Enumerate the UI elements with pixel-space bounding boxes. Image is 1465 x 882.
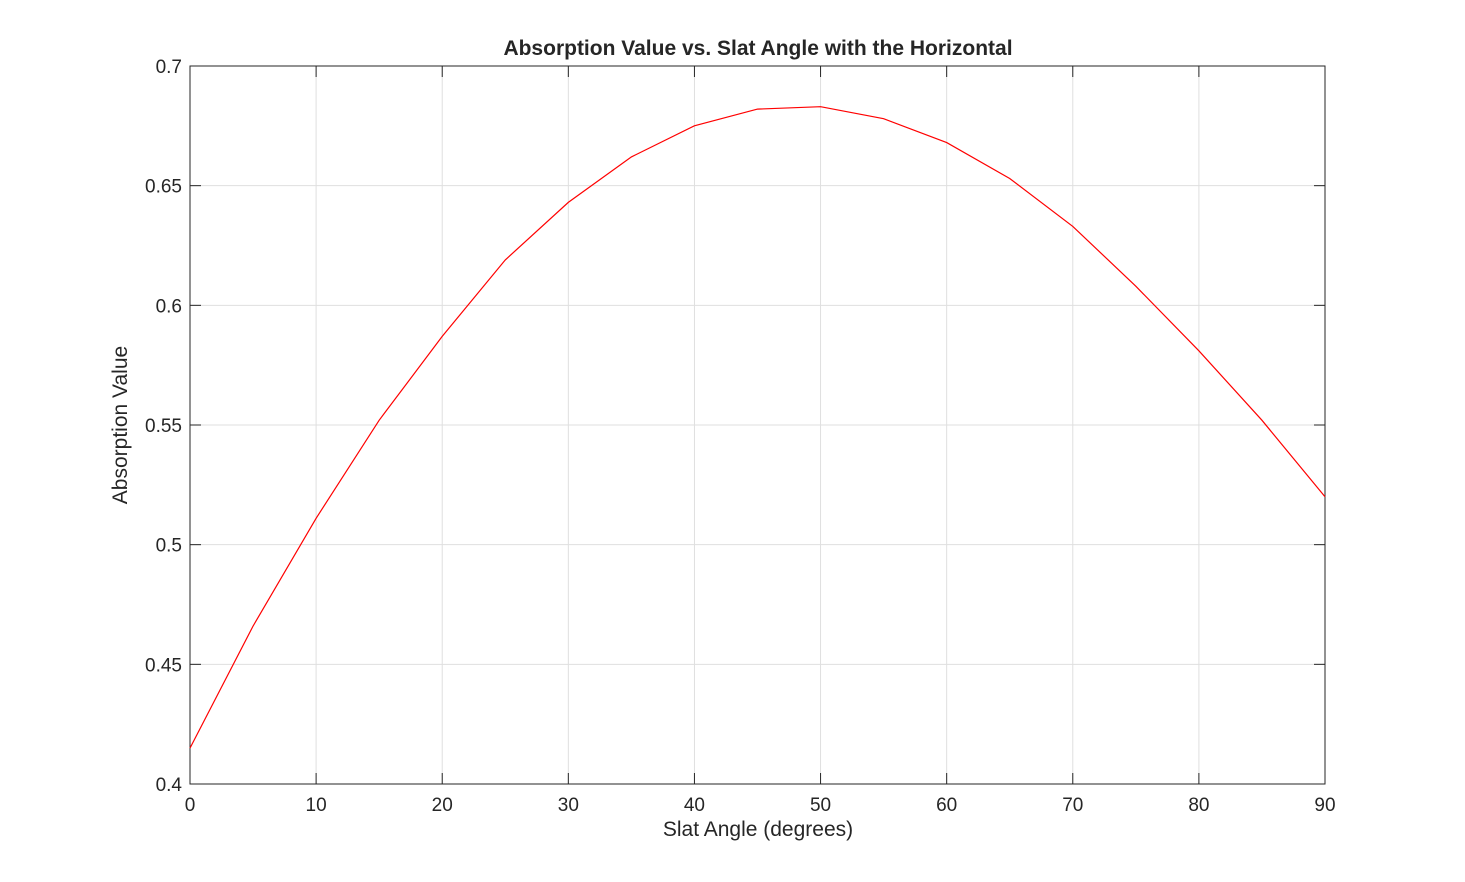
x-tick-label: 0 [185, 795, 196, 816]
x-tick-label: 60 [936, 795, 957, 816]
tick-labels: 0 10 20 30 40 50 60 70 80 90 0.4 0.45 0.5 0.55 0.6 0.65… [145, 57, 1336, 816]
grid-lines [189, 65, 1326, 785]
x-tick-label: 80 [1188, 795, 1209, 816]
x-axis-label: Slat Angle (degrees) [662, 818, 854, 841]
absorption-line [189, 106, 1326, 749]
y-tick-label: 0.65 [145, 177, 182, 198]
y-tick-label: 0.45 [145, 655, 182, 676]
chart-title: Absorption Value vs. Slat Angle with the… [503, 37, 1013, 60]
x-tick-label: 90 [1314, 795, 1335, 816]
x-tick-label: 40 [684, 795, 705, 816]
x-tick-label: 30 [558, 795, 579, 816]
x-tick-label: 20 [432, 795, 453, 816]
y-tick-label: 0.55 [145, 416, 182, 437]
axis-ticks [189, 65, 1326, 785]
y-tick-label: 0.5 [156, 536, 182, 557]
y-tick-label: 0.7 [156, 57, 182, 78]
x-tick-label: 70 [1062, 795, 1083, 816]
y-axis-label: Absorption Value [109, 345, 132, 505]
y-tick-label: 0.6 [156, 296, 182, 317]
x-tick-label: 10 [306, 795, 327, 816]
y-tick-label: 0.4 [156, 775, 183, 796]
x-tick-label: 50 [810, 795, 831, 816]
